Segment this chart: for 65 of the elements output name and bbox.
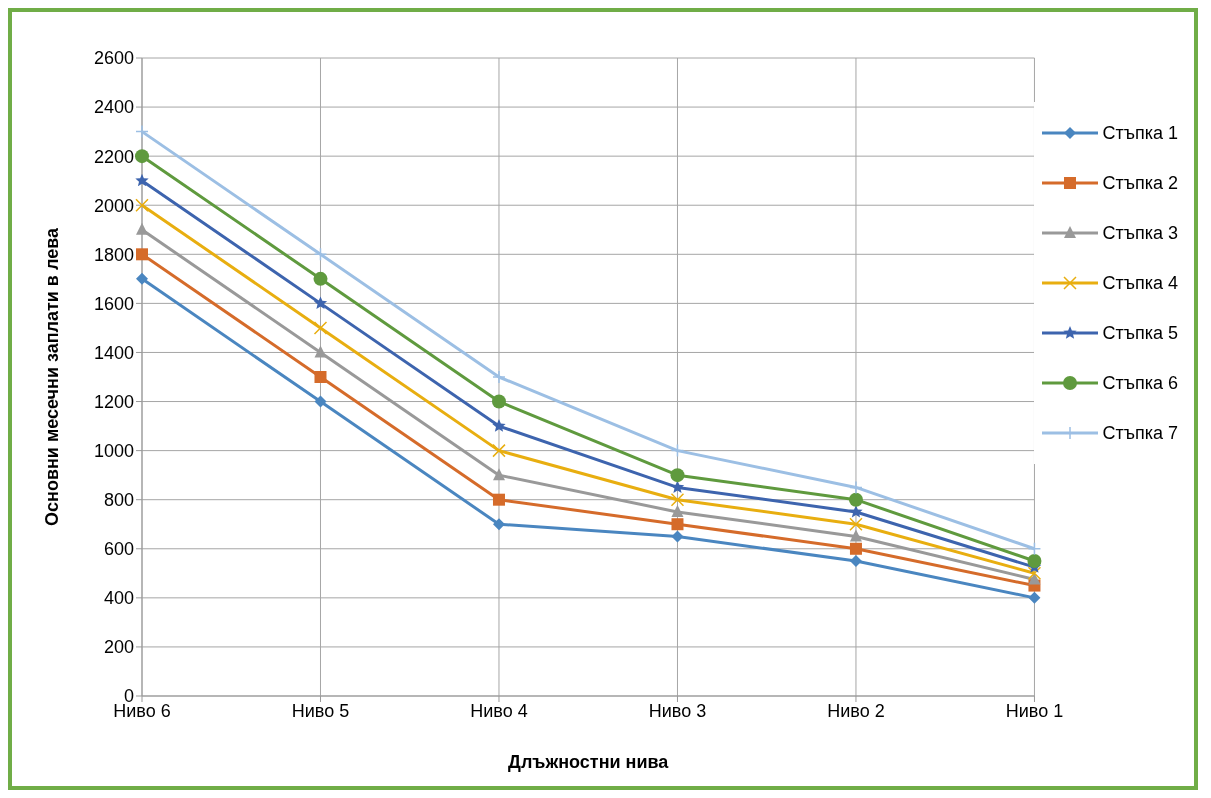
point: [314, 395, 327, 408]
point: [1027, 542, 1042, 556]
legend-label: Стъпка 4: [1102, 272, 1178, 294]
legend-label: Стъпка 2: [1102, 172, 1178, 194]
x-tick-label: Ниво 3: [648, 700, 707, 721]
point: [670, 468, 685, 483]
point: [670, 492, 685, 507]
point: [492, 419, 506, 432]
x-tick-label: Ниво 5: [291, 700, 350, 721]
legend-label: Стъпка 7: [1102, 422, 1178, 444]
y-tick-label: 1800: [93, 244, 134, 265]
x-tick-label: Ниво 4: [470, 700, 528, 721]
point: [849, 529, 862, 542]
point: [848, 492, 863, 507]
y-tick-label: 1600: [93, 293, 134, 314]
point: [492, 370, 506, 384]
point: [491, 394, 506, 409]
point: [135, 124, 149, 139]
legend-label: Стъпка 3: [1102, 222, 1178, 244]
point: [1027, 566, 1042, 581]
point: [849, 480, 863, 495]
point: [849, 504, 863, 518]
point: [135, 198, 149, 212]
point: [313, 271, 328, 286]
x-tick-label: Ниво 1: [1005, 700, 1064, 721]
legend-label: Стъпка 1: [1102, 122, 1178, 144]
point: [671, 530, 684, 543]
point: [1027, 554, 1042, 569]
point: [671, 518, 684, 531]
point: [671, 504, 684, 517]
point: [135, 149, 149, 164]
point: [136, 272, 148, 285]
point: [492, 443, 506, 458]
point: [313, 296, 328, 310]
y-tick-label: 800: [103, 490, 134, 511]
y-tick-label: 200: [103, 637, 134, 658]
point: [136, 248, 148, 261]
x-tick-label: Ниво 2: [827, 700, 885, 721]
point: [849, 555, 862, 568]
point: [492, 468, 505, 481]
y-tick-label: 2200: [93, 146, 134, 167]
point: [670, 443, 685, 458]
point: [313, 321, 328, 335]
point: [492, 493, 505, 506]
y-tick-label: 1000: [93, 441, 134, 462]
y-tick-label: 2400: [93, 97, 134, 118]
point: [849, 542, 862, 555]
point: [136, 222, 148, 235]
x-axis-title: Длъжностни нива: [508, 752, 670, 772]
point: [314, 371, 327, 383]
point: [849, 517, 863, 531]
point: [492, 518, 505, 531]
point: [313, 247, 328, 262]
y-tick-label: 1200: [93, 391, 134, 412]
y-axis-title: Основни месечни заплати в лева: [42, 227, 63, 526]
point: [1028, 591, 1041, 604]
legend-label: Стъпка 6: [1102, 372, 1178, 394]
y-tick-label: 1400: [93, 342, 134, 363]
legend-label: Стъпка 5: [1102, 322, 1178, 344]
y-tick-label: 2000: [93, 195, 134, 216]
point: [135, 173, 149, 187]
point: [314, 345, 327, 358]
y-tick-label: 2600: [93, 48, 134, 69]
y-tick-label: 600: [103, 539, 134, 560]
y-tick-label: 400: [103, 588, 134, 609]
